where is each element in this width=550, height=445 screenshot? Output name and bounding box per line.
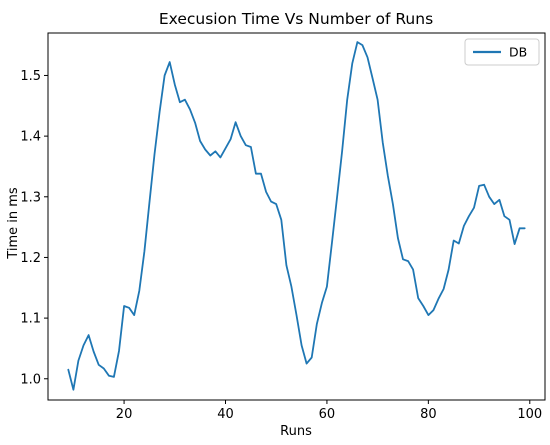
x-tick-label: 60 — [319, 407, 336, 422]
y-tick-label: 1.2 — [20, 251, 41, 266]
y-axis-title: Time in ms — [6, 187, 21, 260]
x-axis-title: Runs — [280, 424, 312, 439]
legend: DB — [464, 38, 540, 66]
chart-title: Execusion Time Vs Number of Runs — [159, 10, 433, 28]
x-tick-label: 40 — [217, 407, 234, 422]
y-tick-label: 1.4 — [20, 130, 41, 145]
y-tick-label: 1.5 — [20, 69, 41, 84]
y-tick-label: 1.0 — [20, 372, 41, 387]
x-tick-label: 100 — [517, 407, 542, 422]
plot-area: 20 40 60 80 100 1.0 1.1 1.2 1.3 1.4 1.5 DB — [20, 32, 546, 422]
legend-box — [464, 38, 540, 66]
series-line-db — [67, 41, 526, 391]
x-tick-label: 20 — [116, 407, 133, 422]
legend-label: DB — [509, 45, 527, 60]
y-tick-label: 1.3 — [20, 190, 41, 205]
axes-frame — [47, 32, 546, 401]
y-tick-label: 1.1 — [20, 312, 41, 327]
x-tick-label: 80 — [420, 407, 437, 422]
